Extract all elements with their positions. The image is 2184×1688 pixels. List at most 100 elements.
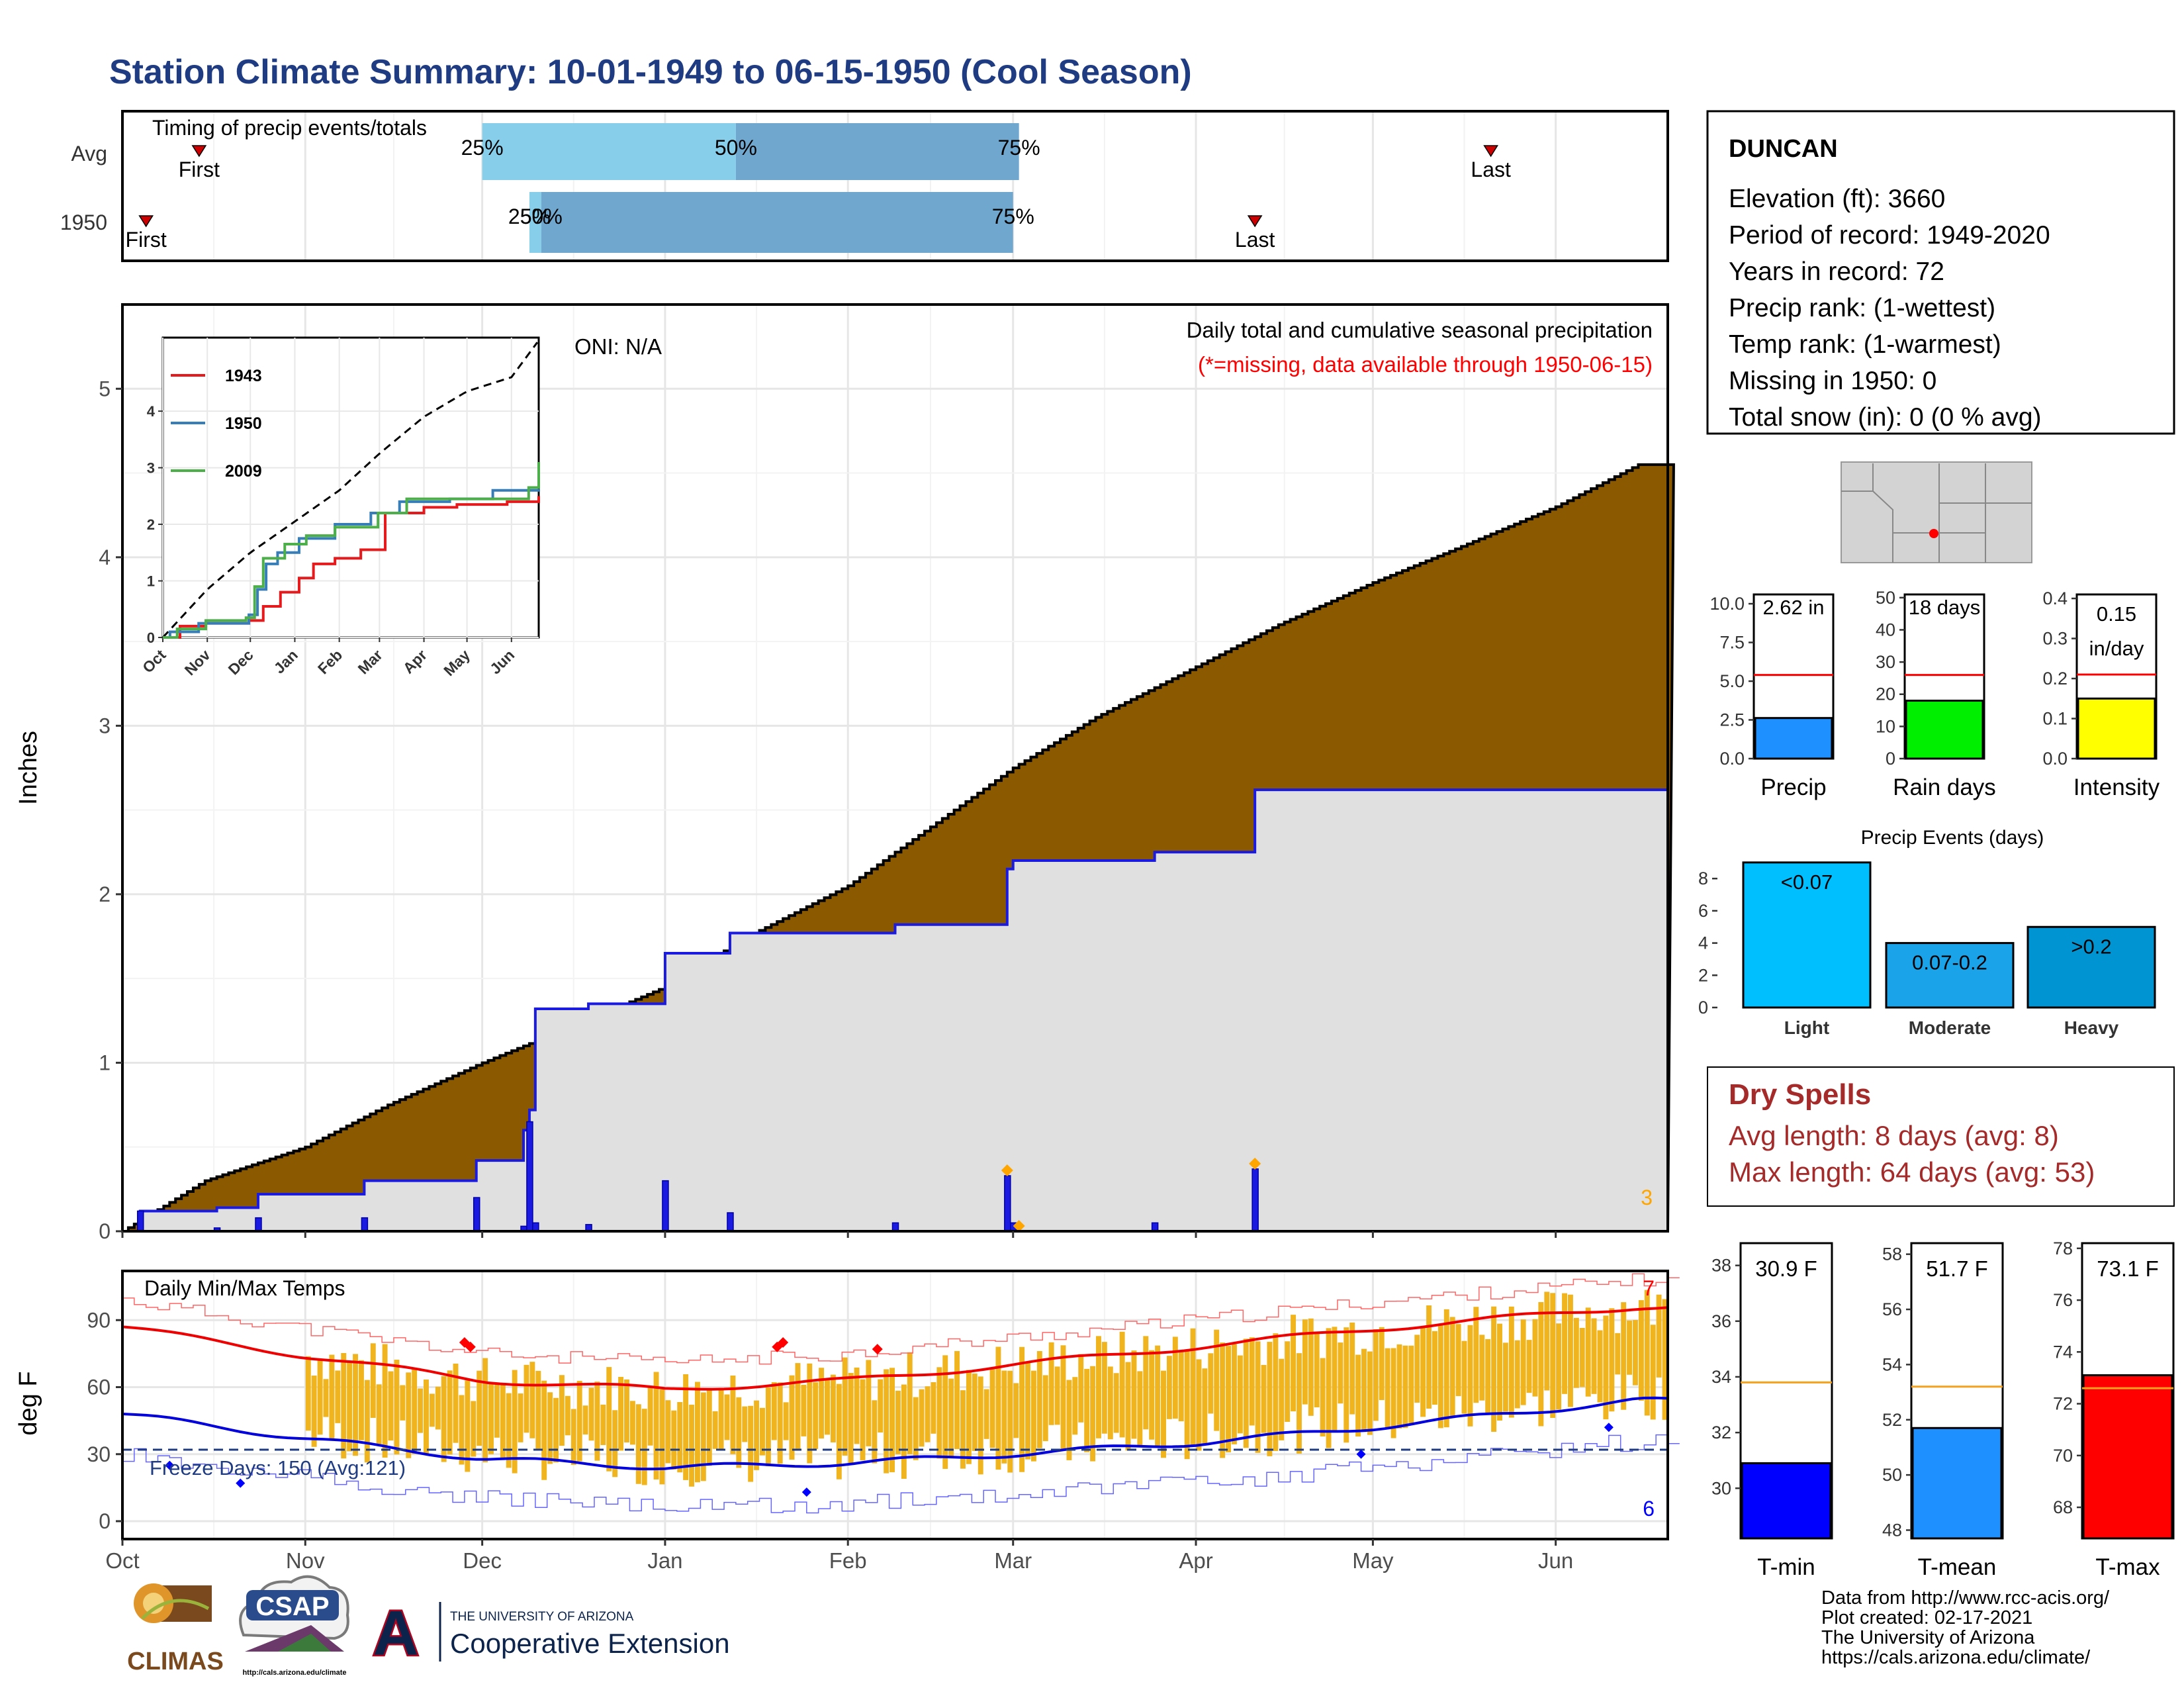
- daily-temp-bar: [535, 1370, 541, 1450]
- dry-spells-title: Dry Spells: [1729, 1078, 1871, 1111]
- small-bar-label: Rain days: [1893, 774, 1996, 800]
- daily-temp-bar: [376, 1384, 382, 1444]
- small-bar-value: [1905, 699, 1984, 760]
- daily-temp-bar: [978, 1376, 983, 1475]
- daily-temp-bar: [1172, 1336, 1178, 1419]
- small-bar-label: Precip: [1760, 774, 1826, 800]
- min-count-label: 6: [1643, 1497, 1655, 1521]
- record-low-marker: [801, 1487, 811, 1497]
- daily-temp-bar: [866, 1360, 872, 1446]
- daily-temp-bar: [588, 1387, 594, 1441]
- record-low-marker: [165, 1460, 175, 1470]
- timing-year-p75-label: 75%: [992, 205, 1034, 228]
- daily-temp-bar: [305, 1356, 311, 1431]
- timing-row-year: 1950: [60, 211, 107, 234]
- daily-precip-bar: [1004, 1175, 1011, 1232]
- daily-temp-bar: [878, 1379, 884, 1432]
- daily-temp-bar: [1155, 1345, 1161, 1446]
- cumulative-1950-area: [122, 788, 1669, 1233]
- precip-panel: 0 1 2 3 4 5 Inches ONI: N/A Daily total and c…: [15, 303, 1675, 1243]
- temp-ytick-label: 60: [87, 1376, 111, 1399]
- small-bar-tick-label: 76: [2053, 1290, 2073, 1310]
- timing-avg-p25-label: 25%: [461, 136, 504, 160]
- climas-logo: CLIMAS: [127, 1583, 224, 1675]
- temp-panel: 0 30 60 90 Daily Min/Max Temps deg F Freeze…: [15, 1231, 1680, 1573]
- daily-temp-bar: [323, 1379, 329, 1417]
- daily-temp-bar: [1161, 1370, 1166, 1458]
- temp-ylabel: deg F: [15, 1371, 42, 1435]
- daily-temp-bar: [1556, 1323, 1562, 1410]
- precip-ytick-label: 5: [99, 377, 111, 400]
- daily-temp-bar: [1208, 1353, 1214, 1414]
- small-bar-tick-label: 30: [1711, 1478, 1731, 1498]
- temp-ytick-label: 90: [87, 1308, 111, 1332]
- daily-temp-bar: [653, 1372, 659, 1480]
- events-bar: [1885, 942, 2015, 1009]
- daily-temp-bar: [1226, 1346, 1231, 1453]
- inset-xtick-label: Oct: [139, 646, 169, 677]
- daily-temp-bar: [948, 1378, 954, 1457]
- daily-temp-bar: [1491, 1306, 1497, 1432]
- small-bar-tick-label: 2.5: [1719, 710, 1745, 730]
- daily-temp-bar: [1432, 1331, 1437, 1405]
- daily-temp-bar: [1143, 1336, 1149, 1430]
- small-bar-tick-label: 54: [1882, 1354, 1902, 1374]
- daily-temp-bar: [317, 1360, 323, 1435]
- daily-temp-bar: [1627, 1320, 1633, 1375]
- small-bar-value-text: 2.62 in: [1762, 596, 1824, 619]
- inset-ytick-label: 4: [147, 403, 156, 420]
- dry-spells-max: Max length: 64 days (avg: 53): [1729, 1156, 2095, 1188]
- daily-temp-bar: [1567, 1294, 1573, 1407]
- month-label: Dec: [463, 1548, 502, 1573]
- daily-temp-bar: [606, 1367, 612, 1472]
- daily-temp-bar: [576, 1380, 582, 1462]
- footer-line-3: The University of Arizona: [1821, 1627, 2035, 1648]
- small-bar-tick-label: 52: [1882, 1410, 1902, 1430]
- daily-temp-bar: [635, 1404, 641, 1484]
- small-bar-tick-label: 74: [2053, 1342, 2073, 1362]
- daily-temp-bar: [382, 1344, 388, 1458]
- daily-temp-bar: [659, 1389, 665, 1485]
- daily-temp-bar: [860, 1379, 866, 1461]
- daily-temp-bar: [1025, 1362, 1030, 1460]
- inset-xtick-label: Nov: [181, 646, 214, 679]
- daily-temp-bar: [813, 1382, 819, 1450]
- daily-temp-bar: [459, 1395, 465, 1465]
- daily-temp-bar: [742, 1406, 748, 1442]
- daily-precip-bar: [1251, 1168, 1259, 1232]
- daily-temp-bar: [771, 1382, 777, 1440]
- daily-temp-bar: [983, 1389, 989, 1439]
- daily-temp-bar: [718, 1389, 724, 1450]
- events-category-label: Heavy: [2064, 1017, 2119, 1038]
- daily-temp-bar: [1644, 1289, 1650, 1416]
- daily-temp-bar: [435, 1386, 441, 1430]
- daily-precip-bar: [727, 1212, 734, 1232]
- timing-avg-first-label: First: [179, 158, 220, 181]
- dry-spells-avg: Avg length: 8 days (avg: 8): [1729, 1120, 2059, 1151]
- station-info-line: Temp rank: (1-warmest): [1729, 330, 2001, 359]
- inset-ytick-label: 1: [147, 573, 155, 590]
- daily-temp-bar: [1367, 1351, 1373, 1435]
- small-bar-value-text: 18 days: [1909, 596, 1981, 619]
- small-bar-tick-label: 0.4: [2042, 588, 2068, 608]
- small-bar-tick-label: 7.5: [1719, 633, 1745, 653]
- small-bar-value: [1911, 1427, 2003, 1540]
- daily-temp-bar: [1190, 1328, 1196, 1446]
- daily-temp-bar: [1066, 1380, 1072, 1460]
- daily-temp-bar: [665, 1400, 671, 1464]
- station-info-line: Precip rank: (1-wettest): [1729, 294, 1995, 322]
- daily-temp-bar: [629, 1401, 635, 1445]
- daily-temp-bar: [1320, 1358, 1326, 1437]
- daily-temp-bar: [748, 1405, 754, 1482]
- daily-temp-bar: [335, 1370, 341, 1423]
- daily-temp-bar: [1520, 1319, 1526, 1405]
- daily-temp-bar: [1532, 1319, 1538, 1397]
- avg-min-line: [122, 1396, 1668, 1471]
- daily-temp-bar: [424, 1380, 429, 1455]
- daily-temp-bar: [406, 1372, 412, 1458]
- daily-temp-bar: [500, 1383, 506, 1458]
- daily-temp-bar: [1361, 1348, 1367, 1432]
- inset-ytick-label: 2: [147, 516, 155, 533]
- daily-temp-bar: [1349, 1322, 1355, 1415]
- daily-temp-bar: [1090, 1366, 1096, 1462]
